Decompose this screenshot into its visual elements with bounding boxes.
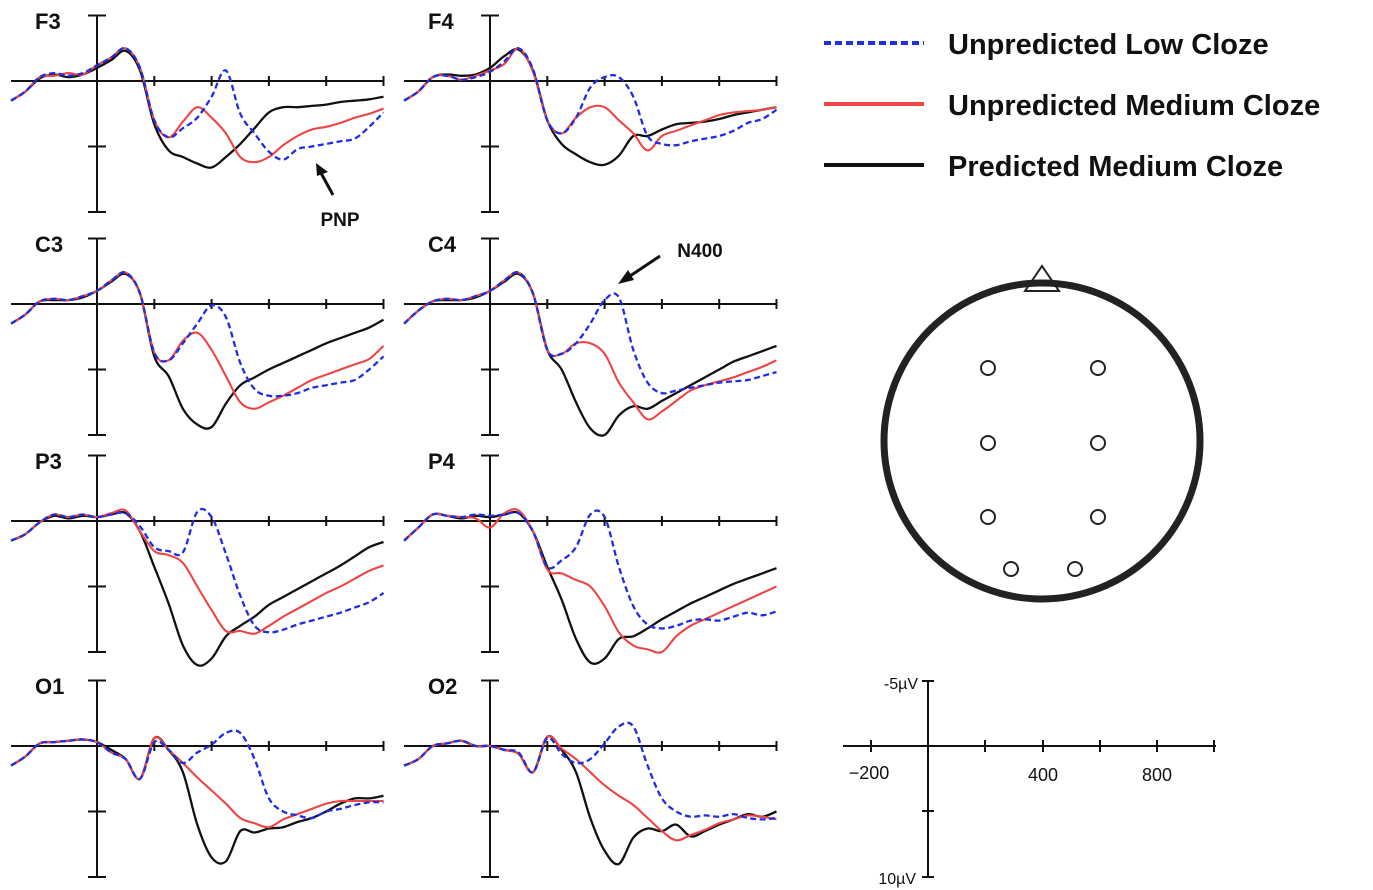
scale-x-label: 800 — [1142, 765, 1172, 785]
series-unpredicted-medium-cloze — [403, 508, 777, 654]
pnp-arrow-head — [316, 163, 328, 176]
n400-arrow-shaft — [629, 254, 661, 278]
panel-title: P3 — [35, 449, 62, 474]
scale-y-top-label: -5µV — [884, 676, 918, 693]
series-predicted-medium-cloze — [403, 272, 777, 437]
scale-x-label: −200 — [849, 763, 890, 783]
erp-panel-o1: O1 — [10, 674, 385, 878]
electrode-o1 — [1003, 561, 1019, 577]
scale-y-bottom-label: 10µV — [878, 871, 916, 888]
series-unpredicted-low-cloze — [403, 509, 777, 630]
legend-item-predicted-medium-cloze: Predicted Medium Cloze — [824, 151, 1283, 183]
electrode-p3 — [980, 509, 996, 525]
electrode-p4 — [1090, 509, 1106, 525]
pnp-annotation: PNP — [316, 163, 360, 231]
series-predicted-medium-cloze — [10, 49, 384, 169]
pnp-label: PNP — [320, 210, 359, 231]
nose-icon — [1023, 264, 1061, 292]
n400-arrow-head — [618, 270, 634, 284]
series-unpredicted-low-cloze — [10, 729, 384, 820]
electrode-c3 — [980, 435, 996, 451]
series-predicted-medium-cloze — [403, 734, 777, 866]
scale-y-ticks — [922, 680, 934, 878]
legend: Unpredicted Low Cloze Unpredicted Medium… — [824, 29, 1320, 183]
legend-label: Predicted Medium Cloze — [948, 151, 1283, 183]
panel-title: F4 — [428, 9, 454, 34]
erp-panels: F3 F4 C3 C4 P3 P4 O1 O2 — [10, 9, 778, 878]
erp-panel-p4: P4 — [403, 449, 778, 665]
pnp-arrow-shaft — [319, 172, 335, 196]
series-unpredicted-medium-cloze — [10, 271, 385, 410]
legend-item-unpredicted-low-cloze: Unpredicted Low Cloze — [824, 29, 1269, 61]
series-unpredicted-medium-cloze — [10, 736, 384, 829]
erp-panel-c4: C4 — [403, 232, 778, 437]
series-unpredicted-medium-cloze — [403, 271, 777, 421]
series-unpredicted-low-cloze — [403, 721, 777, 821]
series-unpredicted-low-cloze — [10, 507, 385, 634]
electrode-f4 — [1090, 360, 1106, 376]
head-map — [880, 264, 1204, 603]
legend-label: Unpredicted Medium Cloze — [948, 90, 1320, 122]
series-unpredicted-low-cloze — [10, 46, 385, 161]
erp-panel-o2: O2 — [403, 674, 778, 878]
series-predicted-medium-cloze — [10, 272, 385, 430]
series-predicted-medium-cloze — [10, 735, 384, 865]
series-unpredicted-low-cloze — [403, 271, 777, 395]
scale-bar: -5µV 10µV −200 400 800 — [843, 676, 1216, 888]
erp-panel-c3: C3 — [10, 232, 385, 436]
erp-panel-f4: F4 — [403, 9, 778, 213]
panel-title: C3 — [35, 232, 63, 257]
head-outline — [880, 279, 1204, 603]
scale-x-label: 400 — [1028, 765, 1058, 785]
series-unpredicted-low-cloze — [10, 271, 385, 398]
legend-item-unpredicted-medium-cloze: Unpredicted Medium Cloze — [824, 90, 1320, 122]
legend-label: Unpredicted Low Cloze — [948, 29, 1269, 61]
n400-annotation: N400 — [618, 241, 723, 284]
electrode-f3 — [980, 360, 996, 376]
panel-title: O2 — [428, 674, 457, 699]
series-unpredicted-medium-cloze — [10, 47, 384, 164]
electrode-c4 — [1090, 435, 1106, 451]
erp-panel-f3: F3 — [10, 9, 385, 213]
electrode-o2 — [1067, 561, 1083, 577]
panel-title: P4 — [428, 449, 456, 474]
n400-label: N400 — [677, 241, 722, 262]
panel-title: C4 — [428, 232, 457, 257]
series-predicted-medium-cloze — [403, 47, 777, 167]
series-predicted-medium-cloze — [10, 510, 384, 667]
panel-title: F3 — [35, 9, 61, 34]
series-unpredicted-low-cloze — [403, 47, 778, 147]
erp-panel-p3: P3 — [10, 449, 385, 667]
scale-x-ticks — [870, 740, 1215, 752]
panel-title: O1 — [35, 674, 64, 699]
